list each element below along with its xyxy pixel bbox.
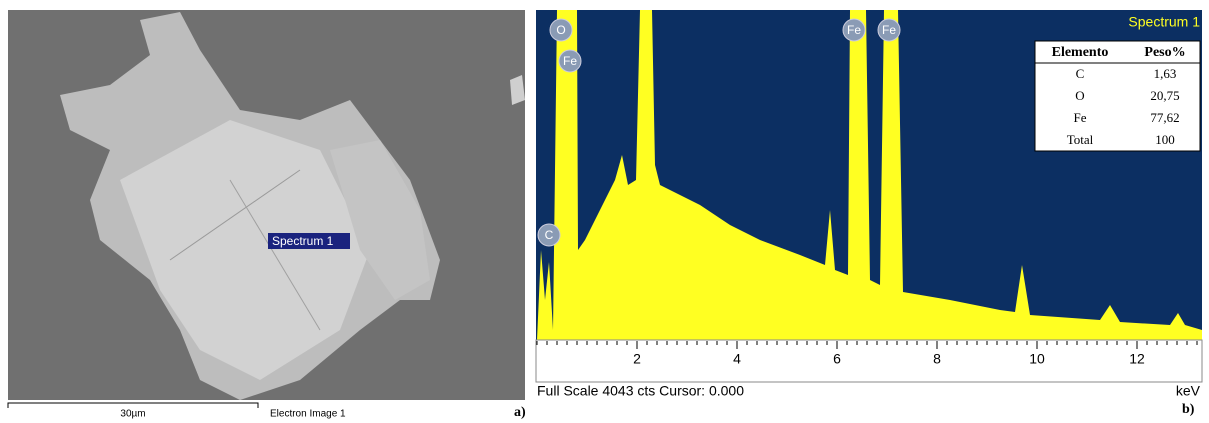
- image-caption: Electron Image 1: [270, 409, 346, 420]
- peak-label: C: [545, 228, 554, 242]
- peak-marker: [549, 18, 573, 42]
- peak-marker: [842, 18, 866, 42]
- spectrum-title: Spectrum 1: [1128, 14, 1200, 30]
- peak-marker: [537, 223, 561, 247]
- table-frame: [1034, 40, 1201, 152]
- x-tick-label: 12: [1129, 351, 1145, 367]
- scale-bar-label: 30µm: [120, 409, 145, 420]
- spectrum-trace: [537, 10, 1202, 340]
- x-tick-label: 8: [933, 351, 941, 367]
- peak-label: Fe: [882, 23, 896, 37]
- peak-marker: [877, 18, 901, 42]
- spectrum-marker-label: Spectrum 1: [272, 234, 334, 248]
- footer: Full Scale 4043 cts Cursor: 0.000: [537, 383, 744, 399]
- table-cell: O: [1075, 88, 1084, 103]
- x-tick-label: 2: [633, 351, 641, 367]
- x-tick-label: 10: [1029, 351, 1045, 367]
- panel-label: a): [514, 405, 526, 420]
- x-tick-label: 6: [833, 351, 841, 367]
- sem-image: [8, 10, 525, 400]
- table-cell: 20,75: [1150, 88, 1179, 103]
- panel-label: b): [1182, 402, 1195, 417]
- table-header: Peso%: [1144, 45, 1185, 60]
- table-cell: 100: [1155, 132, 1175, 147]
- peak-label: Fe: [563, 54, 577, 68]
- x-tick-label: 4: [733, 351, 741, 367]
- spectrum-marker: [268, 233, 350, 249]
- table-cell: Total: [1067, 132, 1094, 147]
- table-cell: C: [1076, 66, 1085, 81]
- table-cell: 1,63: [1154, 66, 1177, 81]
- axis-unit: keV: [1176, 383, 1201, 399]
- table-cell: Fe: [1074, 110, 1087, 125]
- table-header: Elemento: [1052, 45, 1109, 60]
- axis-strip: [535, 339, 1203, 383]
- peak-label: O: [556, 23, 565, 37]
- peak-marker: [558, 49, 582, 73]
- peak-label: Fe: [847, 23, 861, 37]
- scale-bar: [7, 402, 259, 408]
- table-cell: 77,62: [1150, 110, 1179, 125]
